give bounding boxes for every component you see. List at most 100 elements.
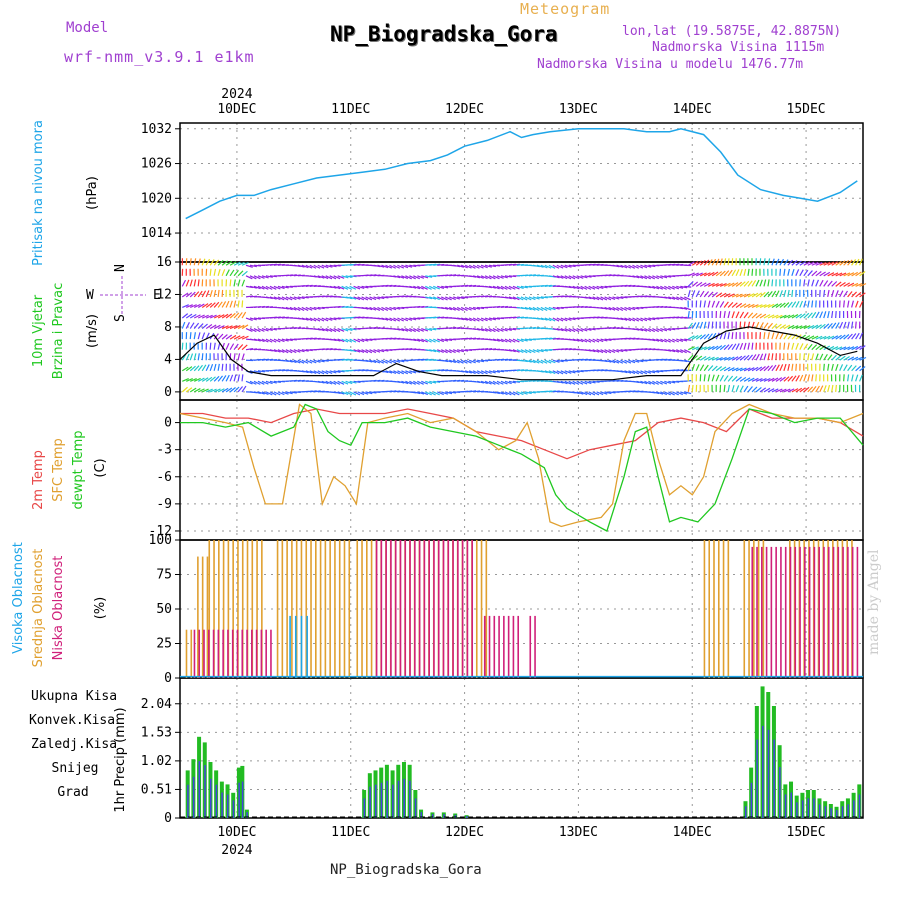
snow-bar bbox=[369, 786, 371, 818]
wind-barb bbox=[185, 366, 193, 372]
wind-barb bbox=[381, 306, 389, 311]
wind-barb bbox=[217, 289, 220, 297]
wind-barb bbox=[664, 349, 672, 352]
snow-bar bbox=[221, 792, 223, 818]
wind-barb bbox=[441, 285, 449, 289]
wind-barb bbox=[245, 348, 254, 351]
wind-barb bbox=[747, 386, 753, 393]
wind-barb bbox=[437, 338, 445, 343]
wind-barb bbox=[373, 359, 381, 364]
snow-bar bbox=[824, 806, 827, 818]
wind-barb bbox=[488, 380, 496, 385]
wind-barb bbox=[353, 296, 361, 301]
wind-barb bbox=[329, 264, 337, 268]
wind-barb bbox=[181, 342, 184, 350]
wind-barb bbox=[425, 380, 433, 385]
wind-barb bbox=[201, 314, 209, 319]
wind-barb bbox=[703, 374, 706, 382]
wind-barb bbox=[309, 306, 317, 311]
y-tick-label: 0 bbox=[164, 811, 172, 826]
wind-barb bbox=[313, 317, 321, 322]
wind-barb bbox=[317, 275, 325, 279]
wind-barb bbox=[576, 305, 584, 309]
wind-barb bbox=[496, 380, 504, 385]
high-cloud-bar bbox=[306, 615, 308, 678]
low-cloud-bar bbox=[457, 540, 459, 678]
mid-cloud-bar bbox=[246, 540, 249, 678]
wind-barb bbox=[707, 321, 710, 329]
wind-barb bbox=[723, 375, 729, 382]
wind-barb bbox=[827, 363, 830, 371]
wind-barb bbox=[763, 279, 767, 287]
wind-barb bbox=[620, 349, 628, 352]
wind-barb bbox=[189, 279, 193, 287]
wind-barb bbox=[229, 312, 236, 319]
wind-barb bbox=[688, 346, 695, 351]
mid-cloud-bar bbox=[237, 540, 239, 678]
wind-barb bbox=[608, 391, 616, 394]
wind-barb bbox=[847, 374, 850, 382]
wind-barb bbox=[297, 296, 305, 300]
wind-barb bbox=[273, 349, 281, 353]
wind-barb bbox=[413, 285, 421, 290]
wind-barb bbox=[186, 304, 193, 309]
wind-barb bbox=[249, 380, 257, 385]
wind-barb bbox=[556, 306, 564, 310]
wind-barb bbox=[699, 334, 706, 340]
wind-barb bbox=[357, 296, 365, 301]
wind-barb bbox=[373, 326, 381, 330]
wind-barb bbox=[277, 296, 285, 301]
wind-barb bbox=[739, 268, 743, 276]
wind-barb bbox=[755, 292, 763, 298]
wind-barb bbox=[687, 354, 694, 361]
wind-barb bbox=[855, 365, 862, 372]
wind-barb bbox=[648, 328, 655, 333]
wind-barb bbox=[293, 359, 301, 364]
wind-barb bbox=[237, 312, 243, 319]
wind-barb bbox=[309, 264, 317, 269]
wind-barb bbox=[512, 296, 520, 301]
wind-barb bbox=[604, 285, 612, 288]
wind-barb bbox=[843, 374, 845, 382]
pressure-line bbox=[185, 128, 858, 220]
wind-barb bbox=[456, 306, 464, 312]
wind-barb bbox=[692, 272, 699, 277]
wind-barb bbox=[827, 384, 831, 393]
wind-barb bbox=[464, 359, 472, 364]
footer-station: NP_Biogradska_Gora bbox=[330, 862, 482, 878]
low-cloud-bar bbox=[789, 546, 792, 678]
wind-barb bbox=[504, 349, 512, 352]
wind-barb bbox=[827, 354, 833, 361]
wind-barb bbox=[441, 306, 449, 310]
wind-barb bbox=[811, 270, 818, 277]
wind-barb bbox=[711, 374, 715, 382]
wind-barb bbox=[568, 380, 576, 385]
wind-barb bbox=[831, 290, 835, 298]
wind-barb bbox=[237, 300, 240, 308]
wind-barb bbox=[544, 370, 552, 374]
wind-barb bbox=[687, 335, 695, 340]
wind-barb bbox=[771, 332, 775, 340]
wind-barb bbox=[425, 275, 433, 278]
wind-barb bbox=[600, 296, 608, 301]
wind-barb bbox=[791, 388, 799, 393]
wind-barb bbox=[401, 370, 409, 375]
wind-barb bbox=[405, 275, 412, 280]
wind-barb bbox=[715, 374, 720, 382]
wind-barb bbox=[349, 285, 357, 290]
wind-barb bbox=[181, 279, 187, 287]
wind-barb bbox=[333, 338, 341, 342]
wind-barb bbox=[580, 380, 588, 385]
wind-barb bbox=[516, 369, 524, 372]
wind-barb bbox=[405, 380, 413, 385]
wind-barb bbox=[831, 322, 837, 329]
wind-barb bbox=[664, 380, 672, 385]
wind-barb bbox=[664, 275, 672, 278]
wind-barb bbox=[851, 365, 857, 372]
wind-barb bbox=[488, 338, 497, 342]
wind-barb bbox=[193, 258, 197, 266]
wind-barb bbox=[743, 367, 751, 372]
wind-barb bbox=[540, 296, 548, 299]
wind-barb bbox=[564, 348, 572, 351]
wind-barb bbox=[851, 356, 859, 361]
